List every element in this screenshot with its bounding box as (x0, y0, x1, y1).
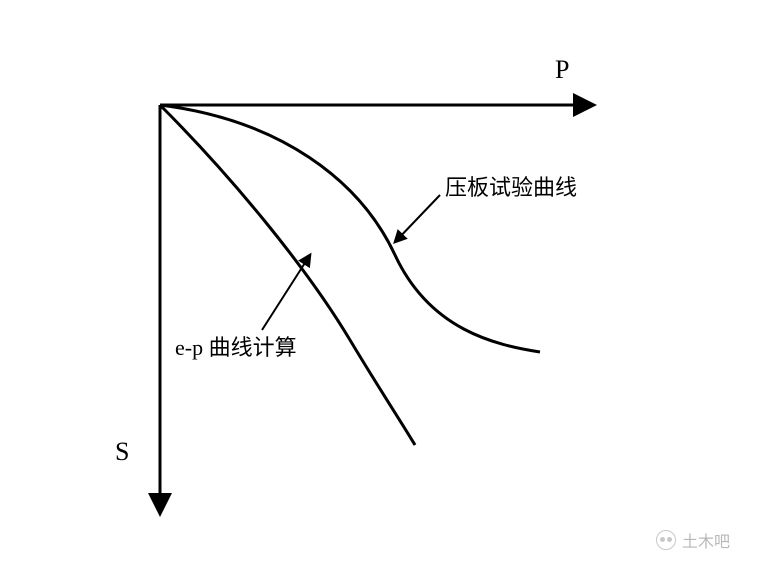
leader-arrow-ep-curve (262, 255, 310, 330)
watermark-text: 土木吧 (682, 528, 730, 552)
y-axis-label: S (115, 437, 129, 466)
leader-arrow-plate-test (395, 195, 440, 242)
label-ep-curve: e-p 曲线计算 (175, 335, 297, 360)
diagram-canvas: P S 压板试验曲线 e-p 曲线计算 (0, 0, 760, 570)
curve-plate-test (160, 105, 540, 352)
curve-ep (160, 105, 415, 445)
x-axis-label: P (555, 55, 569, 84)
label-plate-test: 压板试验曲线 (445, 175, 577, 200)
watermark: 土木吧 (656, 528, 730, 552)
wechat-icon (656, 530, 676, 550)
